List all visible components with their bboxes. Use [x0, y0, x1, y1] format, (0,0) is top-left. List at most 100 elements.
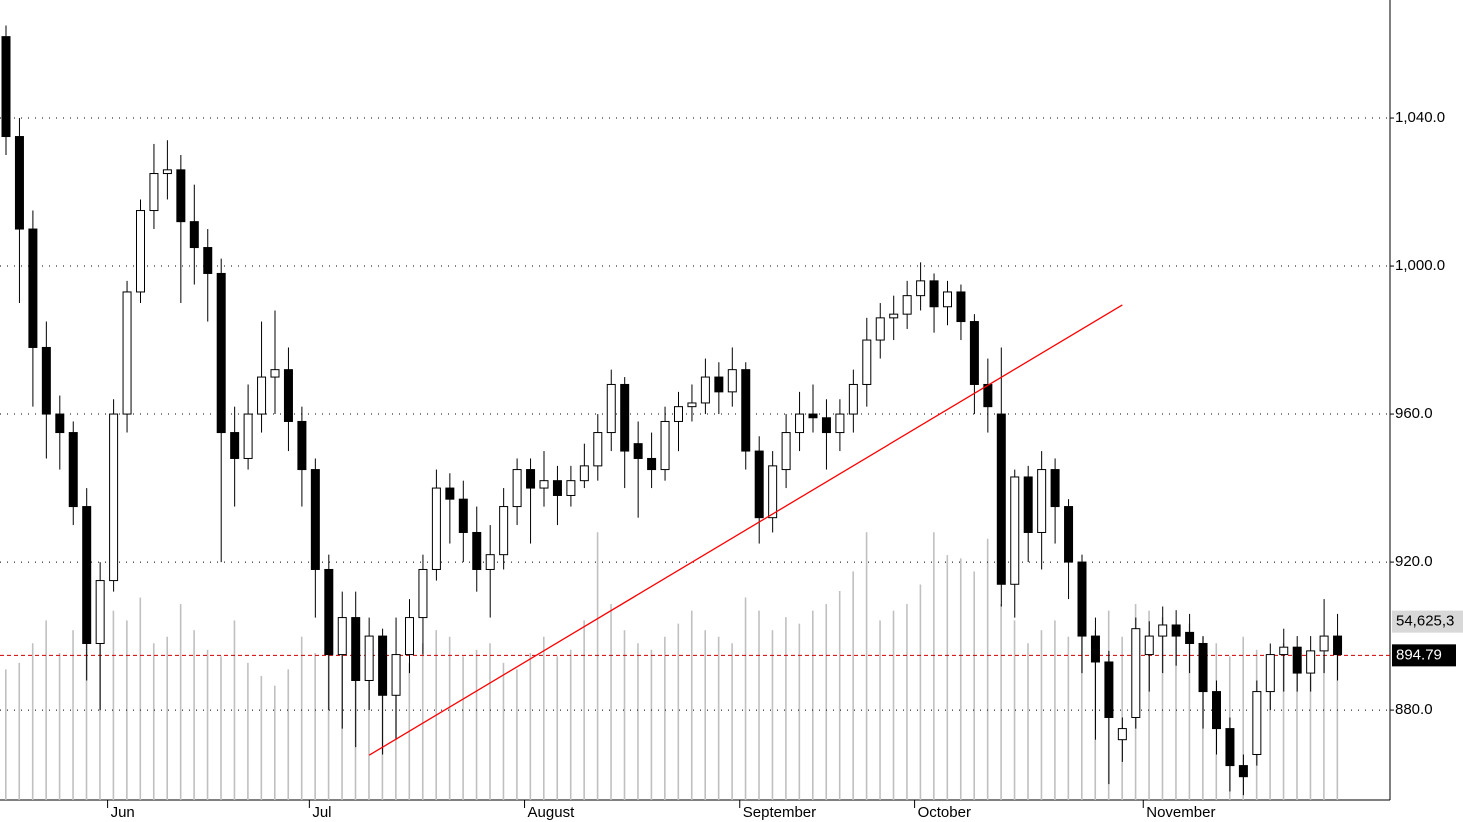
- candle-body: [136, 210, 145, 293]
- candle-body: [458, 498, 468, 533]
- candle-body: [1333, 635, 1343, 656]
- volume-bar: [58, 653, 61, 800]
- volume-bar: [112, 610, 115, 800]
- candle-body: [916, 280, 926, 297]
- candle-body: [391, 654, 401, 696]
- candle-body: [579, 465, 589, 482]
- candle-body: [700, 376, 710, 404]
- candle-body: [956, 291, 966, 323]
- candle-body: [875, 317, 885, 341]
- x-tick-label: November: [1146, 804, 1215, 821]
- x-tick-label: September: [743, 804, 816, 821]
- y-tick-label: 960.0: [1395, 405, 1433, 422]
- candle-body: [378, 635, 388, 696]
- candle-body: [472, 531, 482, 570]
- x-tick-label: Jul: [312, 804, 331, 821]
- candle-body: [795, 413, 805, 434]
- candle-body: [418, 568, 428, 619]
- volume-bar: [771, 630, 774, 800]
- volume-marker-label: 54,625,3: [1396, 613, 1454, 630]
- candle-body: [606, 383, 616, 434]
- volume-bar: [986, 538, 989, 800]
- y-tick-label: 1,040.0: [1395, 109, 1445, 126]
- candle-body: [1090, 635, 1100, 663]
- candle-body: [633, 443, 643, 459]
- volume-bar: [287, 669, 290, 800]
- volume-bar: [314, 653, 316, 800]
- volume-bar: [1323, 656, 1325, 800]
- volume-bar: [502, 662, 505, 800]
- candle-body: [1238, 765, 1248, 778]
- volume-bar: [220, 656, 222, 800]
- volume-bar: [637, 643, 639, 800]
- volume-bar: [569, 649, 572, 800]
- volume-bar: [5, 669, 7, 800]
- candle-body: [351, 617, 361, 681]
- volume-bar: [1309, 675, 1312, 800]
- candle-body: [929, 280, 939, 308]
- volume-bar: [543, 636, 545, 800]
- volume-bar: [274, 685, 276, 800]
- candle-body: [902, 295, 912, 315]
- candle-body: [270, 369, 280, 378]
- candle-body: [257, 376, 267, 415]
- volume-bar: [798, 623, 801, 800]
- volume-bar: [152, 643, 155, 800]
- candle-body: [431, 487, 441, 570]
- volume-bar: [919, 584, 922, 800]
- volume-bar: [462, 656, 464, 800]
- candle-body: [95, 580, 105, 644]
- y-tick-label: 1,000.0: [1395, 257, 1445, 274]
- candle-body: [768, 465, 778, 519]
- candle-body: [162, 169, 172, 175]
- volume-bar: [690, 610, 693, 800]
- volume-bar: [1013, 620, 1016, 800]
- volume-bar: [1282, 643, 1285, 800]
- volume-bar: [946, 555, 949, 800]
- volume-bar: [1296, 669, 1298, 800]
- last-price-box: [1392, 644, 1456, 667]
- volume-bar: [717, 636, 720, 800]
- candle-body: [28, 228, 38, 348]
- candle-body: [566, 480, 576, 496]
- y-tick-label: 880.0: [1395, 701, 1433, 718]
- candle-body: [674, 406, 683, 422]
- volume-bar: [785, 617, 787, 800]
- candle-body: [808, 413, 818, 419]
- candle-body: [512, 469, 522, 508]
- candle-body: [1144, 635, 1154, 656]
- volume-bar: [1242, 636, 1244, 800]
- candle-body: [1077, 561, 1087, 637]
- volume-bar: [31, 643, 34, 800]
- volume-bar: [744, 597, 747, 800]
- volume-bar: [85, 577, 88, 800]
- candle-body: [1252, 691, 1262, 755]
- candle-body: [176, 169, 186, 223]
- volume-bar: [664, 636, 666, 800]
- volume-bar: [825, 604, 828, 800]
- volume-bar: [650, 649, 653, 800]
- candle-body: [41, 346, 51, 415]
- volume-bar: [1336, 636, 1339, 800]
- volume-bar: [327, 620, 330, 800]
- volume-bar: [959, 558, 962, 800]
- volume-bar: [852, 571, 854, 800]
- candle-body: [1064, 506, 1074, 563]
- candle-body: [1050, 469, 1060, 508]
- volume-bar: [1161, 617, 1164, 800]
- candle-body: [1, 36, 11, 138]
- volume-bar: [368, 675, 370, 800]
- candle-body: [14, 136, 24, 230]
- candle-body: [1158, 624, 1168, 637]
- candle-body: [1010, 476, 1020, 585]
- volume-bar: [1081, 617, 1083, 800]
- candle-body: [149, 173, 159, 212]
- volume-bar: [879, 620, 881, 800]
- candle-body: [741, 369, 751, 452]
- x-tick-label: October: [918, 804, 971, 821]
- volume-bar: [448, 636, 451, 800]
- volume-bar: [233, 620, 236, 800]
- last-price-label: 894.79: [1396, 646, 1442, 663]
- candle-body: [1185, 631, 1195, 644]
